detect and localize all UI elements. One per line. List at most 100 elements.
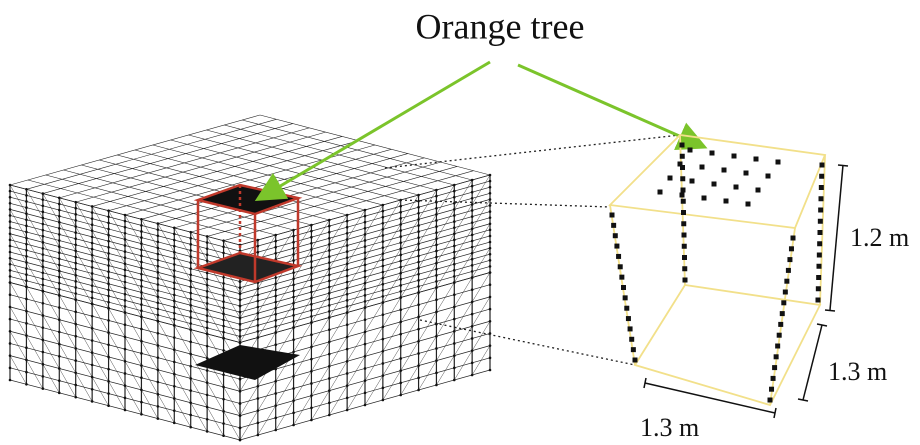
mesh-node — [292, 253, 295, 256]
mesh-node — [346, 397, 349, 400]
mesh-line — [10, 234, 26, 263]
mesh-node — [453, 184, 456, 187]
sensor-point — [683, 278, 688, 283]
mesh-node — [292, 271, 295, 274]
mesh-node — [25, 267, 28, 270]
mesh-node — [489, 229, 492, 232]
mesh-node — [124, 220, 127, 223]
mesh-node — [173, 245, 176, 248]
mesh-node — [9, 239, 12, 242]
mesh-node — [328, 341, 331, 344]
mesh-node — [399, 272, 402, 275]
mesh-line — [189, 135, 419, 195]
sensor-point — [722, 168, 727, 173]
mesh-node — [346, 244, 349, 247]
mesh-node — [157, 301, 160, 304]
mesh-node — [399, 369, 402, 372]
mesh-node — [140, 328, 143, 331]
mesh-node — [222, 331, 225, 334]
mesh-node — [58, 197, 61, 200]
mesh-node — [435, 372, 438, 375]
mesh-node — [239, 402, 242, 405]
sensor-point — [732, 154, 737, 159]
sensor-point — [658, 190, 663, 195]
mesh-node — [25, 371, 28, 374]
mesh-node — [157, 393, 160, 396]
mesh-node — [382, 210, 385, 213]
mesh-node — [42, 302, 45, 305]
mesh-node — [222, 276, 225, 279]
mesh-node — [471, 301, 474, 304]
mesh-node — [310, 346, 313, 349]
mesh-node — [346, 305, 349, 308]
mesh-node — [471, 179, 474, 182]
mesh-node — [471, 270, 474, 273]
mesh-node — [9, 208, 12, 211]
sensor-point — [791, 236, 796, 241]
mesh-line — [76, 348, 92, 377]
mesh-node — [239, 341, 242, 344]
mesh-node — [173, 239, 176, 242]
mesh-node — [124, 269, 127, 272]
mesh-node — [74, 286, 77, 289]
mesh-node — [9, 342, 12, 345]
mesh-line — [10, 185, 26, 214]
mesh-node — [417, 377, 420, 380]
mesh-node — [124, 287, 127, 290]
mesh-node — [173, 251, 176, 254]
mesh-node — [173, 227, 176, 230]
mesh-node — [42, 217, 45, 220]
sensor-point — [820, 163, 825, 168]
mesh-node — [58, 306, 61, 309]
mesh-node — [435, 225, 438, 228]
mesh-node — [189, 401, 192, 404]
mesh-line — [92, 255, 108, 284]
mesh-node — [157, 381, 160, 384]
mesh-line — [26, 287, 42, 316]
mesh-node — [310, 254, 313, 257]
mesh-node — [346, 220, 349, 223]
mesh-node — [239, 299, 242, 302]
mesh-node — [25, 225, 28, 228]
mesh-node — [399, 217, 402, 220]
mesh-line — [125, 215, 141, 244]
mesh-node — [274, 301, 277, 304]
mesh-line — [26, 238, 42, 267]
mesh-node — [222, 398, 225, 401]
sensor-point — [816, 286, 821, 291]
mesh-node — [124, 226, 127, 229]
sensor-point — [629, 337, 634, 342]
mesh-node — [58, 343, 61, 346]
mesh-node — [292, 277, 295, 280]
mesh-node — [91, 339, 94, 342]
mesh-node — [346, 287, 349, 290]
mesh-node — [257, 251, 260, 254]
sensor-point — [789, 246, 794, 251]
mesh-node — [292, 363, 295, 366]
mesh-node — [91, 351, 94, 354]
mesh-node — [346, 384, 349, 387]
mesh-node — [9, 220, 12, 223]
mesh-node — [257, 409, 260, 412]
mesh-line — [26, 214, 42, 243]
mesh-node — [346, 275, 349, 278]
mesh-line — [174, 374, 190, 403]
mesh-node — [42, 375, 45, 378]
mesh-node — [189, 292, 192, 295]
mesh-node — [140, 364, 143, 367]
mesh-node — [74, 262, 77, 265]
mesh-node — [124, 281, 127, 284]
mesh-line — [43, 124, 293, 194]
mesh-node — [346, 372, 349, 375]
mesh-node — [346, 256, 349, 259]
mesh-node — [91, 260, 94, 263]
mesh-node — [222, 300, 225, 303]
mesh-node — [257, 300, 260, 303]
mesh-node — [222, 373, 225, 376]
mesh-node — [453, 220, 456, 223]
mesh-line — [76, 227, 92, 256]
mesh-node — [399, 235, 402, 238]
mesh-node — [189, 353, 192, 356]
mesh-node — [9, 226, 12, 229]
mesh-node — [58, 318, 61, 321]
